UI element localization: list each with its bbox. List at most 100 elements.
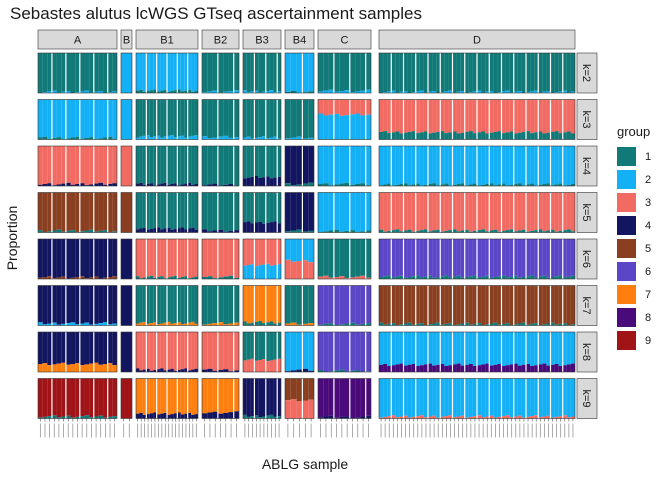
bar-segment xyxy=(505,323,510,326)
bar-segment xyxy=(61,276,66,279)
bar-segment xyxy=(184,285,188,324)
bar-segment xyxy=(521,364,526,372)
bar-segment xyxy=(395,364,400,372)
bar-segment xyxy=(38,322,43,326)
bar-segment xyxy=(70,184,76,186)
bar-segment xyxy=(554,276,559,279)
bar-segment xyxy=(464,417,469,419)
bar-segment xyxy=(273,416,278,419)
bar-segment xyxy=(365,415,371,419)
bar-segment xyxy=(70,285,76,323)
row-strip-label: k=2 xyxy=(580,64,592,82)
column-strip-label: B xyxy=(123,35,130,47)
bar-segment xyxy=(383,92,388,93)
bar-segment xyxy=(323,275,329,279)
bar-segment xyxy=(379,285,384,323)
bar-segment xyxy=(432,132,437,140)
bar-segment xyxy=(149,378,154,414)
bar-segment xyxy=(93,362,99,372)
bar-segment xyxy=(452,332,457,365)
bar-segment xyxy=(98,332,104,365)
bar-segment xyxy=(395,276,400,279)
bar-segment xyxy=(107,53,113,93)
bar-segment xyxy=(440,416,445,419)
bar-segment xyxy=(89,146,94,185)
bar-segment xyxy=(285,183,291,186)
bar-segment xyxy=(296,378,303,402)
bar-segment xyxy=(180,369,185,372)
bar-segment xyxy=(273,92,278,93)
bar-segment xyxy=(550,417,555,419)
bar-segment xyxy=(61,53,66,92)
bar-segment xyxy=(65,332,71,365)
bar-segment xyxy=(460,53,465,91)
bar-segment xyxy=(517,239,522,278)
bar-segment xyxy=(173,239,178,276)
bar-segment xyxy=(570,416,575,419)
bar-segment xyxy=(290,239,297,262)
bar-segment xyxy=(61,231,66,233)
bar-segment xyxy=(489,230,494,233)
bar-segment xyxy=(558,183,563,186)
bar-segment xyxy=(472,275,477,279)
bar-segment xyxy=(243,53,247,91)
bar-segment xyxy=(530,192,535,231)
bar-segment xyxy=(452,229,457,233)
bar-segment xyxy=(84,364,90,372)
bar-segment xyxy=(464,239,469,277)
bar-segment xyxy=(558,192,563,231)
bar-segment xyxy=(139,332,143,371)
bar-segment xyxy=(415,133,420,140)
bar-segment xyxy=(344,239,350,279)
bar-segment xyxy=(415,275,420,279)
bar-segment xyxy=(344,115,350,140)
column-strip-label: D xyxy=(473,35,481,47)
bar-segment xyxy=(308,239,314,263)
bar-segment xyxy=(554,92,559,93)
bar-segment xyxy=(89,417,94,419)
bar-segment xyxy=(89,378,94,418)
bar-segment xyxy=(365,89,371,93)
bar-segment xyxy=(546,132,551,140)
bar-segment xyxy=(513,275,518,279)
bar-segment xyxy=(344,323,350,326)
bar-segment xyxy=(365,378,371,416)
bar-segment xyxy=(184,368,188,372)
column-strip-label: B3 xyxy=(255,35,268,47)
bar-segment xyxy=(403,365,408,372)
bar-segment xyxy=(403,332,408,366)
bar-segment xyxy=(191,239,195,278)
bar-segment xyxy=(75,285,80,325)
bar-segment xyxy=(477,99,482,133)
bar-segment xyxy=(308,91,314,93)
bar-segment xyxy=(497,192,502,232)
bar-segment xyxy=(399,231,404,233)
bar-segment xyxy=(308,332,314,371)
bar-segment xyxy=(180,135,185,140)
bar-segment xyxy=(194,91,198,93)
bar-segment xyxy=(153,89,157,93)
bar-segment xyxy=(139,182,143,186)
bar-segment xyxy=(290,185,297,186)
panel-border xyxy=(135,238,199,280)
column-strip-label: C xyxy=(341,35,349,47)
bar-segment xyxy=(387,323,392,326)
bar-segment xyxy=(562,90,567,93)
bar-segment xyxy=(228,378,234,413)
bar-segment xyxy=(170,323,174,326)
bar-segment xyxy=(202,53,208,93)
legend-item: 2 xyxy=(617,168,651,191)
bar-segment xyxy=(93,53,99,92)
bar-segment xyxy=(136,53,140,91)
bar-segment xyxy=(485,285,490,325)
bar-segment xyxy=(269,321,274,326)
bar-segment xyxy=(285,285,291,324)
bar-segment xyxy=(296,261,303,279)
bar-segment xyxy=(153,322,157,326)
bar-segment xyxy=(365,277,371,279)
bar-segment xyxy=(365,192,371,231)
bar-segment xyxy=(202,369,208,372)
bar-segment xyxy=(75,92,80,93)
bar-segment xyxy=(160,332,164,369)
bar-segment xyxy=(436,99,441,132)
